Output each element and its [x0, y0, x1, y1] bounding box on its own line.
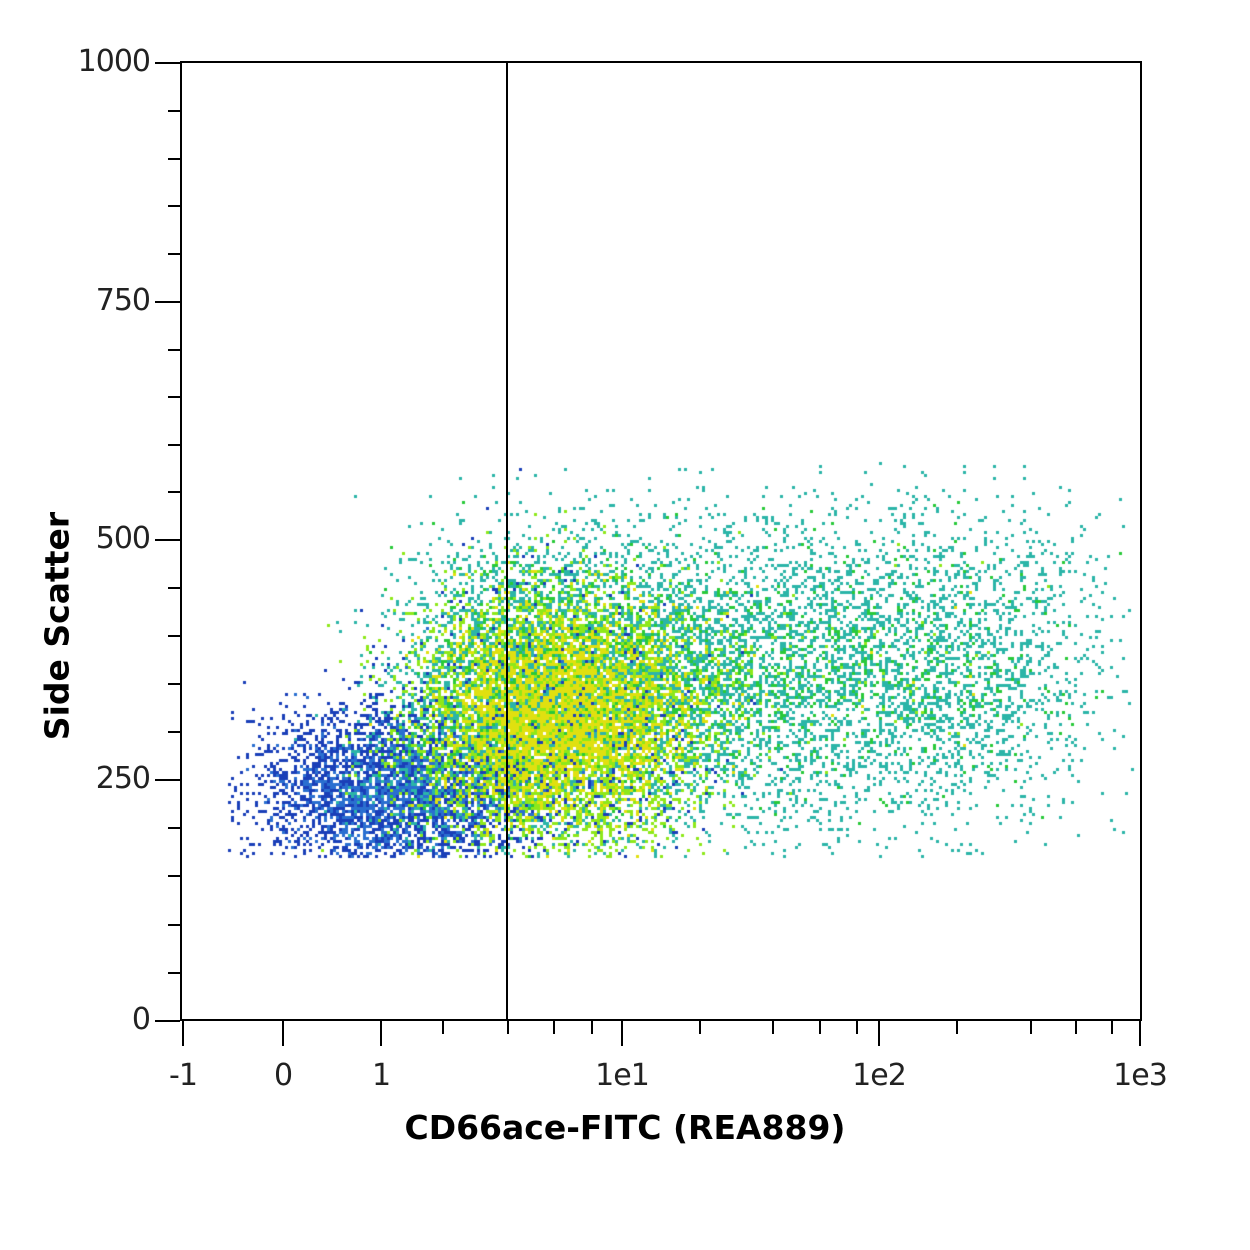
x-minor-tick — [442, 1021, 444, 1034]
y-major-tick — [155, 539, 180, 541]
x-tick-label: 0 — [273, 1058, 293, 1093]
y-tick-label: 750 — [95, 283, 151, 318]
x-tick-label: 1 — [371, 1058, 391, 1093]
y-minor-tick — [168, 109, 180, 112]
plot-area-frame — [180, 61, 1142, 1021]
y-minor-tick — [168, 683, 180, 685]
y-minor-tick — [168, 971, 180, 974]
y-minor-tick — [168, 491, 180, 494]
y-axis-title: Side Scatter — [37, 511, 77, 741]
x-major-tick — [1139, 1021, 1141, 1046]
y-minor-tick — [168, 587, 180, 589]
y-minor-tick — [168, 443, 180, 446]
x-minor-tick — [1111, 1021, 1113, 1034]
y-tick-label: 500 — [95, 521, 151, 556]
x-tick-label: 1e1 — [595, 1058, 650, 1093]
y-minor-tick — [168, 205, 180, 208]
x-minor-tick — [553, 1021, 555, 1034]
y-major-tick — [155, 62, 180, 64]
y-major-tick — [155, 301, 180, 303]
x-major-tick — [182, 1021, 184, 1046]
x-minor-tick — [956, 1021, 958, 1034]
y-minor-tick — [168, 396, 180, 399]
y-tick-label: 250 — [95, 761, 151, 796]
y-minor-tick — [168, 348, 180, 351]
y-major-tick — [155, 1020, 180, 1022]
y-minor-tick — [168, 157, 180, 160]
y-minor-tick — [168, 731, 180, 733]
y-tick-label: 1000 — [77, 44, 151, 79]
x-tick-label: 1e2 — [852, 1058, 907, 1093]
x-major-tick — [282, 1021, 284, 1046]
x-minor-tick — [507, 1021, 509, 1034]
x-major-tick — [878, 1021, 880, 1046]
x-minor-tick — [1075, 1021, 1077, 1034]
x-minor-tick — [699, 1021, 701, 1034]
y-minor-tick — [168, 923, 180, 926]
gate-line[interactable] — [506, 61, 508, 1021]
x-minor-tick — [1030, 1021, 1032, 1034]
x-minor-tick — [819, 1021, 821, 1034]
y-minor-tick — [168, 875, 180, 878]
x-minor-tick — [772, 1021, 774, 1034]
x-minor-tick — [856, 1021, 858, 1034]
x-major-tick — [380, 1021, 382, 1046]
x-axis-title: CD66ace-FITC (REA889) — [404, 1108, 846, 1147]
y-tick-label: 0 — [131, 1002, 151, 1037]
x-minor-tick — [591, 1021, 593, 1034]
y-minor-tick — [168, 253, 180, 256]
x-tick-label: -1 — [169, 1058, 198, 1093]
x-major-tick — [621, 1021, 623, 1046]
y-minor-tick — [168, 635, 180, 637]
y-minor-tick — [168, 827, 180, 830]
x-tick-label: 1e3 — [1113, 1058, 1168, 1093]
y-major-tick — [155, 779, 180, 781]
